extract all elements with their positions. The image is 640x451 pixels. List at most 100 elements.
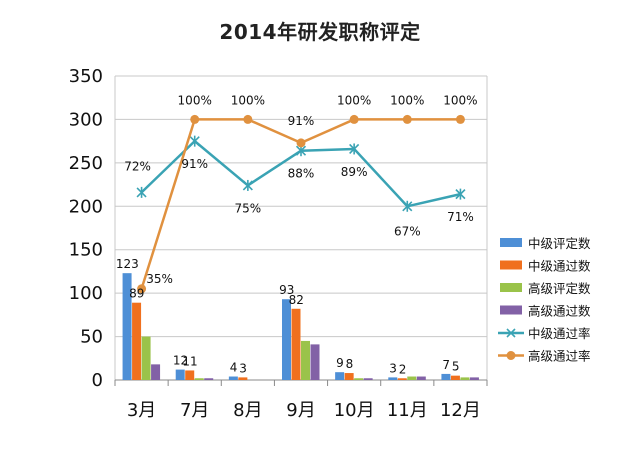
x-tick-label: 11月	[387, 400, 428, 421]
line-marker-x	[242, 179, 253, 191]
legend-item: 中级通过率	[498, 326, 591, 341]
bar-2	[185, 370, 195, 380]
bar-4	[310, 344, 320, 380]
line-marker-circle	[402, 114, 412, 124]
bar-1	[228, 376, 238, 380]
line-marker-circle	[190, 114, 200, 124]
legend-swatch	[500, 238, 522, 247]
line-marker-circle	[296, 138, 306, 148]
bar-data-label: 3	[389, 361, 397, 375]
line-marker-x	[189, 135, 200, 147]
legend-item: 中级评定数	[500, 236, 591, 251]
bar-data-label: 12	[173, 354, 188, 368]
legend-label: 中级通过数	[528, 259, 591, 274]
line-data-label: 75%	[235, 201, 262, 215]
bar-data-label: 89	[129, 287, 144, 301]
bar-2	[132, 302, 142, 380]
y-tick-label: 250	[69, 153, 103, 174]
bar-data-label: 7	[442, 358, 450, 372]
bar-3	[194, 378, 204, 380]
bar-3	[301, 340, 310, 380]
line-marker-x	[349, 143, 360, 155]
x-tick-label: 7月	[180, 400, 209, 421]
y-tick-label: 350	[69, 66, 103, 87]
line-data-label: 71%	[447, 210, 474, 224]
bar-1	[388, 377, 398, 380]
line-data-label: 72%	[124, 159, 151, 173]
line-data-label: 35%	[146, 272, 173, 286]
line-data-label: 100%	[443, 93, 477, 107]
line-data-label: 100%	[337, 93, 371, 107]
y-tick-label: 200	[69, 196, 103, 217]
bar-1	[282, 299, 291, 380]
bar-data-label: 2	[399, 362, 407, 376]
legend-label: 高级评定数	[528, 281, 591, 296]
bar-2	[238, 377, 248, 380]
bar-2	[291, 308, 301, 380]
legend-swatch	[500, 260, 522, 270]
line-data-label: 88%	[288, 167, 315, 181]
chart-title: 2014年研发职称评定	[219, 20, 421, 44]
bar-3	[141, 336, 151, 380]
y-tick-label: 50	[80, 327, 103, 348]
line-marker-circle	[349, 114, 359, 124]
bar-3	[407, 376, 417, 380]
legend-label: 高级通过数	[528, 304, 591, 319]
bar-2	[450, 375, 460, 380]
line-marker-circle	[455, 114, 465, 124]
legend-marker-circle	[506, 351, 516, 360]
legend-swatch	[500, 283, 522, 292]
line-marker-x	[402, 200, 413, 212]
x-tick-label: 9月	[286, 400, 315, 421]
legend-item: 高级通过数	[500, 304, 591, 319]
line-layer	[136, 114, 466, 294]
line-data-label: 91%	[288, 114, 315, 128]
y-tick-label: 150	[69, 240, 103, 261]
bar-4	[204, 378, 214, 380]
bar-data-label: 93	[279, 283, 294, 297]
x-tick-label: 10月	[334, 400, 375, 421]
legend-label: 中级通过率	[528, 326, 591, 341]
y-tick-label: 300	[69, 109, 103, 130]
bar-4	[151, 364, 161, 380]
bar-1	[335, 372, 345, 380]
y-tick-label: 0	[92, 370, 103, 391]
legend-swatch	[500, 305, 522, 315]
line-marker-x	[136, 186, 147, 198]
bar-data-label: 123	[116, 257, 139, 271]
x-tick-label: 3月	[127, 400, 156, 421]
bar-data-label: 5	[452, 360, 460, 374]
line-data-label: 67%	[394, 224, 421, 238]
axis-layer: 0 50 100 150 200 250 300 350 3月 7月 8月 9月 10月 11月 12月	[69, 66, 488, 421]
x-tick-label: 12月	[440, 400, 481, 421]
bar-3	[354, 378, 364, 380]
bar-data-label: 4	[230, 361, 238, 375]
y-tick-label: 100	[69, 283, 103, 304]
bar-data-label: 82	[289, 293, 304, 307]
bar-2	[344, 373, 354, 380]
legend-label: 高级通过率	[528, 349, 591, 364]
bar-data-label: 9	[336, 356, 344, 370]
bar-4	[363, 378, 373, 380]
line-marker-circle	[243, 114, 253, 124]
line-data-label: 89%	[341, 165, 368, 179]
legend-label: 中级评定数	[528, 236, 591, 251]
line-marker-x	[455, 188, 466, 200]
bar-2	[397, 378, 407, 380]
bar-layer	[122, 273, 479, 380]
bar-data-label: 3	[239, 361, 247, 375]
x-tick-label: 8月	[233, 400, 262, 421]
line-data-label: 100%	[231, 93, 265, 107]
legend-item: 高级通过率	[498, 349, 591, 364]
legend-item: 高级评定数	[500, 281, 591, 296]
bar-data-label: 8	[346, 357, 354, 371]
bar-4	[416, 376, 426, 380]
bar-4	[469, 377, 479, 380]
line-marker-circle	[137, 284, 147, 294]
bar-1	[441, 373, 451, 380]
line-data-label: 100%	[390, 93, 424, 107]
bar-1	[175, 369, 185, 380]
